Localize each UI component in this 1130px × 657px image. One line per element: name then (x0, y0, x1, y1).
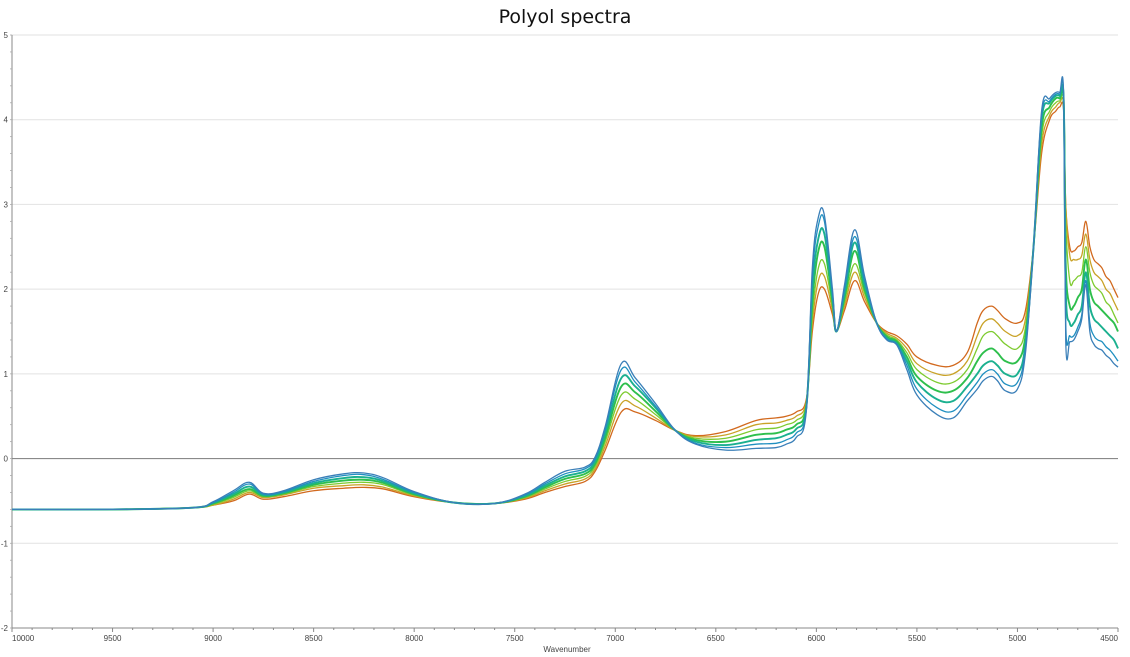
x-tick-label: 7000 (606, 634, 624, 643)
x-tick-label: 9500 (104, 634, 122, 643)
x-tick-label: 8000 (405, 634, 423, 643)
y-tick-label: 0 (4, 455, 9, 464)
y-tick-label: 2 (4, 285, 9, 294)
y-tick-label: 5 (4, 31, 9, 40)
x-tick-label: 10000 (12, 634, 35, 643)
axes (10, 34, 1119, 632)
series-lines (11, 76, 1119, 511)
y-tick-label: 3 (4, 200, 9, 209)
x-tick-label: 8500 (305, 634, 323, 643)
chart-title: Polyol spectra (498, 6, 632, 28)
x-axis-label: Wavenumber (543, 645, 591, 654)
tick-labels: -2 -1 0 1 2 3 4 5 10000 9500 9000 8500 8000 7500 7000 6… (1, 31, 1119, 643)
y-tick-label: 4 (4, 116, 9, 125)
x-tick-label: 6500 (707, 634, 725, 643)
spectrum-line-7 (11, 76, 1119, 511)
x-tick-label: 5000 (1009, 634, 1027, 643)
x-tick-label: 9000 (204, 634, 222, 643)
spectrum-line-6 (11, 79, 1119, 511)
spectrum-line-4 (11, 87, 1119, 511)
y-tick-label: -1 (1, 539, 9, 548)
x-tick-label: 7500 (506, 634, 524, 643)
spectrum-line-3 (11, 93, 1119, 511)
y-tick-label: 1 (4, 370, 9, 379)
spectrum-line-5 (11, 83, 1119, 511)
x-tick-label: 5500 (908, 634, 926, 643)
x-tick-label: 6000 (807, 634, 825, 643)
spectrum-line-1 (11, 101, 1119, 511)
gridlines (12, 34, 1118, 629)
y-tick-label: -2 (1, 624, 9, 633)
x-tick-label: 4500 (1100, 634, 1118, 643)
spectrum-line-2 (11, 96, 1119, 511)
